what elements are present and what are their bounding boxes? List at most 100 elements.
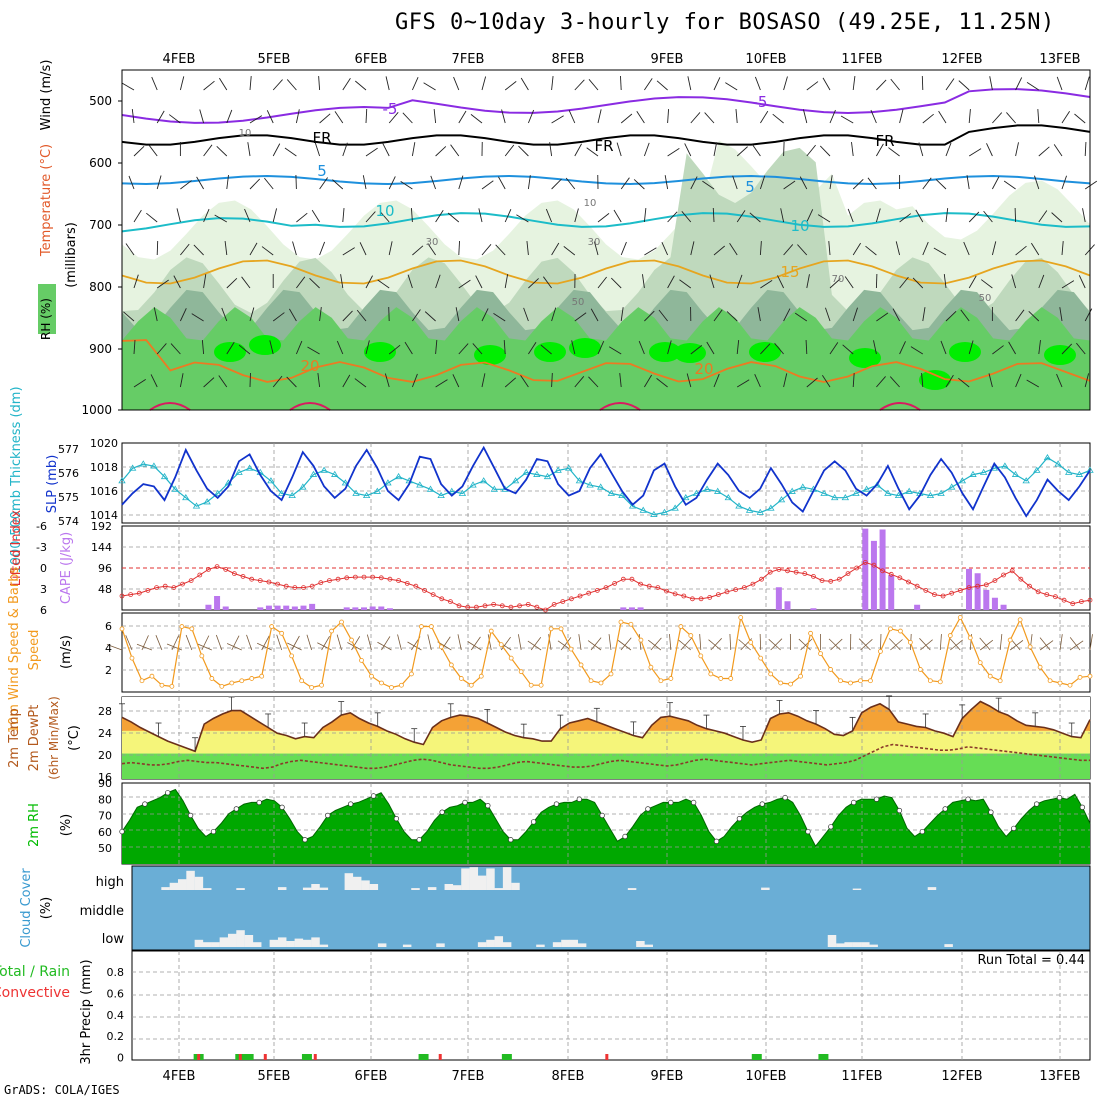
precip-bar-convective xyxy=(438,1054,442,1060)
wind-speed-point xyxy=(269,624,275,629)
li-point xyxy=(387,576,393,582)
wind-barb xyxy=(526,241,529,256)
date-label-top: 8FEB xyxy=(552,52,585,67)
li-point xyxy=(897,575,903,581)
wind-barb xyxy=(686,373,692,388)
surface-wind-barb xyxy=(1039,637,1051,651)
wind-barb xyxy=(503,340,506,355)
wind-barb xyxy=(133,340,136,355)
wind-barb xyxy=(873,340,877,355)
wind-speed-point xyxy=(498,642,504,647)
cape-bar xyxy=(352,607,359,610)
thickness-label: 1000-500mb Thickness (dm) xyxy=(9,386,24,573)
date-label-bottom: 7FEB xyxy=(452,1069,485,1084)
wind-barb xyxy=(725,82,738,91)
rh2m-point xyxy=(736,815,743,822)
surface-wind-barb xyxy=(287,642,302,651)
cloud-bar-high xyxy=(194,876,204,890)
wind-barb xyxy=(528,278,539,289)
wind-speed-point xyxy=(878,648,883,654)
thickness-point xyxy=(448,487,456,494)
wind-barb xyxy=(943,274,947,289)
cloud-bar-low xyxy=(477,942,487,947)
wind-barb xyxy=(983,210,993,223)
wind-speed-point xyxy=(688,633,694,638)
slp-tick-label: 1016 xyxy=(90,485,118,498)
cape-bar xyxy=(274,605,281,610)
contour-label: 10 xyxy=(790,217,809,235)
cape-bar xyxy=(343,607,350,610)
thickness-point xyxy=(299,483,307,490)
cape-bar xyxy=(283,605,290,610)
wind-barb xyxy=(1074,113,1086,124)
li-point xyxy=(154,585,159,590)
date-label-top: 10FEB xyxy=(745,52,786,67)
thickness-point xyxy=(862,485,871,492)
thickness-point xyxy=(767,504,775,511)
wind-barb xyxy=(922,307,926,322)
surface-wind-barb xyxy=(578,634,582,651)
wind-barb xyxy=(523,307,529,322)
wind-barb xyxy=(1084,180,1098,190)
li-point xyxy=(906,579,911,585)
li-point xyxy=(422,588,427,593)
wind-barb xyxy=(752,144,761,157)
wind-barb xyxy=(455,307,460,322)
wind-speed-point xyxy=(937,679,943,685)
wind-barb xyxy=(713,309,723,322)
wind-barb xyxy=(412,309,421,322)
wind-speed-point xyxy=(359,658,364,663)
wind-barb xyxy=(799,176,808,190)
wind-barb xyxy=(1059,307,1063,322)
wind-barb xyxy=(452,374,460,388)
cape-bar xyxy=(214,596,221,610)
wind-barb xyxy=(424,311,436,322)
wind-speed-line xyxy=(121,615,1091,689)
wind-barb xyxy=(966,175,970,190)
wind-barb xyxy=(214,214,228,223)
cloud-bar-high xyxy=(477,875,487,890)
precip-bar-total xyxy=(501,1054,512,1060)
rh2m-point xyxy=(462,799,468,806)
li-point xyxy=(551,602,557,607)
wind-barb xyxy=(597,109,602,124)
li-point xyxy=(508,604,514,610)
li-point xyxy=(378,575,384,581)
li-point xyxy=(1061,597,1067,603)
rh2m-point xyxy=(210,828,217,835)
temp-fill-area xyxy=(122,701,1090,731)
thickness-point xyxy=(171,485,179,492)
cloud-bar-high xyxy=(344,873,354,890)
slp-tick-label: 1020 xyxy=(90,437,118,450)
wind-barb xyxy=(661,242,669,256)
li-point xyxy=(655,585,661,590)
wind-barb xyxy=(218,375,228,388)
wind-barb xyxy=(518,145,529,157)
surface-wind-barb xyxy=(155,635,163,651)
wind-barb xyxy=(940,340,947,355)
wind-barb xyxy=(458,343,469,355)
rh2m-point xyxy=(622,833,628,840)
wind-barb xyxy=(150,374,158,388)
thickness-point xyxy=(682,493,690,501)
wind-barb xyxy=(667,340,672,355)
li-point xyxy=(888,571,894,577)
cloud-bar-high xyxy=(369,884,379,890)
thickness-point xyxy=(394,472,403,480)
precip-bar-total xyxy=(751,1054,762,1060)
wind-barb xyxy=(852,76,856,91)
li-point xyxy=(629,576,635,582)
wind-barb xyxy=(388,241,393,256)
cloud-bar-low xyxy=(569,939,579,947)
li-point xyxy=(361,574,367,580)
wind-speed-point xyxy=(947,633,953,638)
surface-wind-barb xyxy=(1089,634,1093,651)
wind-barb xyxy=(642,274,645,289)
cloud-bar-high xyxy=(177,879,187,890)
precip-bar-total xyxy=(301,1054,312,1060)
wind-barb xyxy=(435,146,447,157)
wind-barb xyxy=(377,279,390,289)
wind-barb xyxy=(620,241,627,256)
temp-label: 2m Temp xyxy=(7,708,22,768)
thickness-point xyxy=(267,477,275,484)
